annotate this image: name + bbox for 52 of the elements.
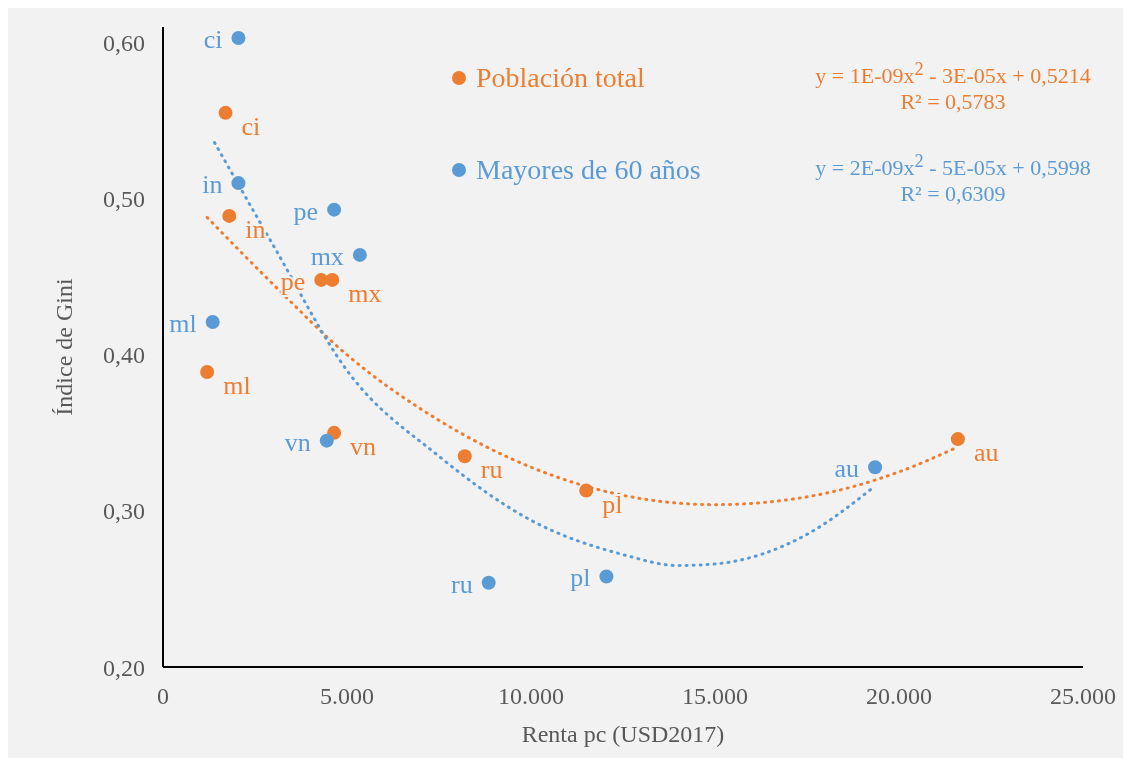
point xyxy=(222,208,237,223)
annotation: vn xyxy=(284,427,311,457)
annotation: y = 1E-09x$^{2}$ - 3E-05x + 0,5214 R² = 0,5783 xyxy=(814,58,1092,116)
point xyxy=(319,433,334,448)
y-tick-label: 0,20 xyxy=(103,654,145,681)
x-tick-label: 25.000 xyxy=(1050,683,1116,710)
point xyxy=(579,483,594,498)
point xyxy=(231,30,246,45)
annotation: pl xyxy=(602,489,623,519)
y-tick-label: 0,60 xyxy=(103,30,145,57)
point xyxy=(231,176,246,191)
annotation: pe xyxy=(280,266,306,296)
annotation: mx xyxy=(348,278,382,308)
annotation: in xyxy=(202,170,223,200)
annotation: y = 2E-09x$^{2}$ - 5E-05x + 0,5998 R² = 0,6309 xyxy=(814,150,1092,208)
annotation: ci xyxy=(241,111,261,141)
annotation: au xyxy=(834,454,860,484)
point xyxy=(599,569,614,584)
x-axis-title: Renta pc (USD2017) xyxy=(521,721,725,747)
y-tick-label: 0,40 xyxy=(103,342,145,369)
legend-label: Población total xyxy=(476,62,645,94)
annotation: vn xyxy=(350,431,377,461)
point xyxy=(352,247,367,262)
annotation: in xyxy=(245,214,266,244)
x-tick-label: 0 xyxy=(157,683,169,710)
annotation: au xyxy=(973,438,999,468)
x-tick-label: 20.000 xyxy=(866,683,932,710)
annotation: ml xyxy=(169,309,197,339)
point xyxy=(325,272,340,287)
annotation: mx xyxy=(310,241,344,271)
point xyxy=(481,575,496,590)
point xyxy=(205,315,220,330)
annotation: ml xyxy=(223,370,251,400)
annotation: ci xyxy=(203,24,223,54)
point xyxy=(218,105,233,120)
annotation: pe xyxy=(293,196,319,226)
x-tick-label: 5.000 xyxy=(320,683,374,710)
point xyxy=(314,272,329,287)
y-tick-label: 0,30 xyxy=(103,498,145,525)
point xyxy=(950,432,965,447)
point xyxy=(200,364,215,379)
x-tick-label: 15.000 xyxy=(682,683,748,710)
annotation: ru xyxy=(480,455,503,485)
x-tick-label: 10.000 xyxy=(498,683,564,710)
annotation: ru xyxy=(451,569,473,599)
y-axis-title: Índice de Gini xyxy=(50,278,77,416)
y-tick-label: 0,50 xyxy=(103,186,145,213)
annotation: pl xyxy=(570,563,591,593)
point xyxy=(868,460,883,475)
point xyxy=(327,202,342,217)
legend-label: Mayores de 60 años xyxy=(476,154,701,186)
point xyxy=(457,449,472,464)
